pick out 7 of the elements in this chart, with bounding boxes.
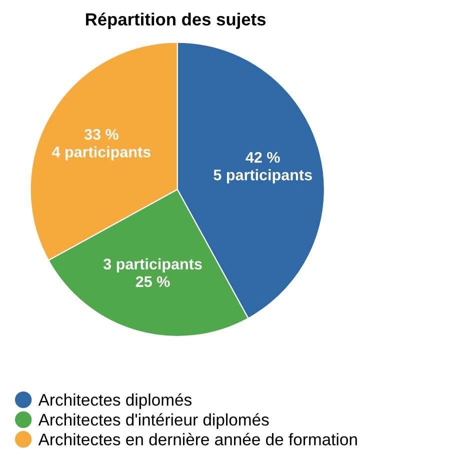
data-label: 3 participants 25 % (103, 258, 202, 288)
data-label: 42 % 5 participants (214, 152, 312, 184)
data-label: 33 % 4 participants (52, 129, 150, 160)
legend-label: Architectes en dernière année de formation (38, 432, 357, 446)
legend-label: Architectes diplomés (38, 393, 192, 410)
legend-label: Architectes d'intérieur diplomés (38, 413, 269, 429)
chart-title: Répartition des sujets (86, 12, 266, 29)
